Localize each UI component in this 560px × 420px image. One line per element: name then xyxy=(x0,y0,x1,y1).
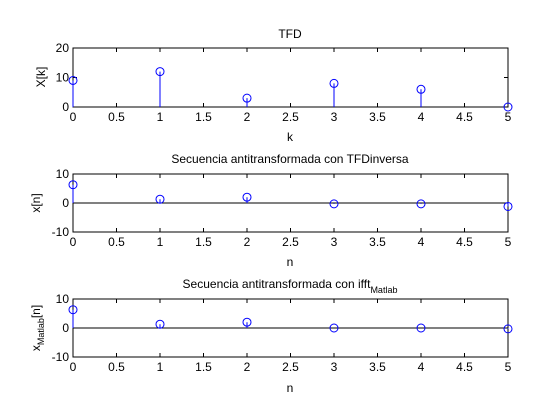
x-tick-label: 2 xyxy=(244,235,251,249)
x-tick-label: 2.5 xyxy=(282,110,299,124)
x-tick-label: 0.5 xyxy=(108,235,125,249)
subplot-title: TFD xyxy=(278,27,302,41)
x-tick-label: 3.5 xyxy=(369,360,386,374)
x-tick-label: 1.5 xyxy=(195,360,212,374)
x-tick-label: 4 xyxy=(418,235,425,249)
y-tick-label: 10 xyxy=(56,71,70,85)
stem-marker xyxy=(155,67,165,77)
x-tick-label: 3 xyxy=(331,235,338,249)
x-tick-label: 1 xyxy=(157,110,164,124)
subplot-tfd: TFD k X[k] 0 0.5 1 1.5 2 2.5 3 3.5 4 4.5 5 0 10 20 xyxy=(34,27,513,144)
stem-marker xyxy=(68,180,78,190)
x-tick-label: 4 xyxy=(418,360,425,374)
x-axis-label: n xyxy=(287,255,294,269)
y-axis-label: xMatlab[n] xyxy=(29,305,46,351)
x-axis-label: k xyxy=(287,130,294,144)
stem-marker xyxy=(503,102,513,112)
x-tick-label: 2.5 xyxy=(282,235,299,249)
x-tick-label: 1.5 xyxy=(195,110,212,124)
x-tick-label: 3 xyxy=(331,110,338,124)
stem-marker xyxy=(242,192,252,202)
x-tick-label: 1.5 xyxy=(195,235,212,249)
y-axis-label-main: x xyxy=(29,345,43,351)
y-tick-label: 0 xyxy=(62,100,69,114)
subplot-ifft-matlab: Secuencia antitransformada con ifftMatla… xyxy=(29,277,513,395)
stem-marker xyxy=(416,323,426,333)
y-tick-label: 0 xyxy=(62,321,69,335)
x-tick-label: 3.5 xyxy=(369,110,386,124)
stem-marker xyxy=(416,84,426,94)
stem-marker xyxy=(68,75,78,85)
x-tick-label: 2 xyxy=(244,360,251,374)
x-tick-label: 4 xyxy=(418,110,425,124)
x-tick-label: 3.5 xyxy=(369,235,386,249)
stem-marker xyxy=(329,323,339,333)
stem-marker xyxy=(416,199,426,209)
x-tick-label: 1 xyxy=(157,235,164,249)
stem-marker xyxy=(155,319,165,329)
x-tick-label: 5 xyxy=(505,235,512,249)
stem-marker xyxy=(68,305,78,315)
x-tick-label: 0.5 xyxy=(108,110,125,124)
y-tick-label: -10 xyxy=(52,225,70,239)
subplot-title: Secuencia antitransformada con ifftMatla… xyxy=(183,277,398,295)
stem-marker xyxy=(503,201,513,211)
subplot-title-main: Secuencia antitransformada con ifft xyxy=(183,277,372,291)
subplot-title: Secuencia antitransformada con TFDinvers… xyxy=(171,152,409,166)
stem-marker xyxy=(329,199,339,209)
subplot-title-subscript: Matlab xyxy=(370,285,397,295)
subplot-tfd-inverse: Secuencia antitransformada con TFDinvers… xyxy=(29,152,513,269)
stem-marker xyxy=(503,324,513,334)
x-tick-label: 4.5 xyxy=(456,110,473,124)
x-tick-label: 0 xyxy=(70,360,77,374)
y-axis-label: x[n] xyxy=(29,193,43,212)
y-tick-label: -10 xyxy=(52,350,70,364)
x-tick-label: 1 xyxy=(157,360,164,374)
x-tick-label: 0 xyxy=(70,110,77,124)
x-tick-label: 4.5 xyxy=(456,235,473,249)
stem-marker xyxy=(329,78,339,88)
x-axis-label: n xyxy=(287,381,294,395)
y-axis-label-subscript: Matlab xyxy=(36,318,46,345)
y-tick-label: 0 xyxy=(62,196,69,210)
x-tick-label: 2.5 xyxy=(282,360,299,374)
y-axis-label: X[k] xyxy=(34,67,48,88)
stem-marker xyxy=(242,93,252,103)
stem-marker xyxy=(155,194,165,204)
y-tick-label: 10 xyxy=(56,167,70,181)
x-tick-label: 2 xyxy=(244,110,251,124)
x-tick-label: 3 xyxy=(331,360,338,374)
stem-marker xyxy=(242,317,252,327)
x-tick-label: 5 xyxy=(505,360,512,374)
y-tick-label: 20 xyxy=(56,41,70,55)
x-tick-label: 0 xyxy=(70,235,77,249)
y-tick-label: 10 xyxy=(56,292,70,306)
x-tick-label: 4.5 xyxy=(456,360,473,374)
y-axis-label-suffix: [n] xyxy=(29,305,43,318)
x-tick-label: 5 xyxy=(505,110,512,124)
x-tick-label: 0.5 xyxy=(108,360,125,374)
